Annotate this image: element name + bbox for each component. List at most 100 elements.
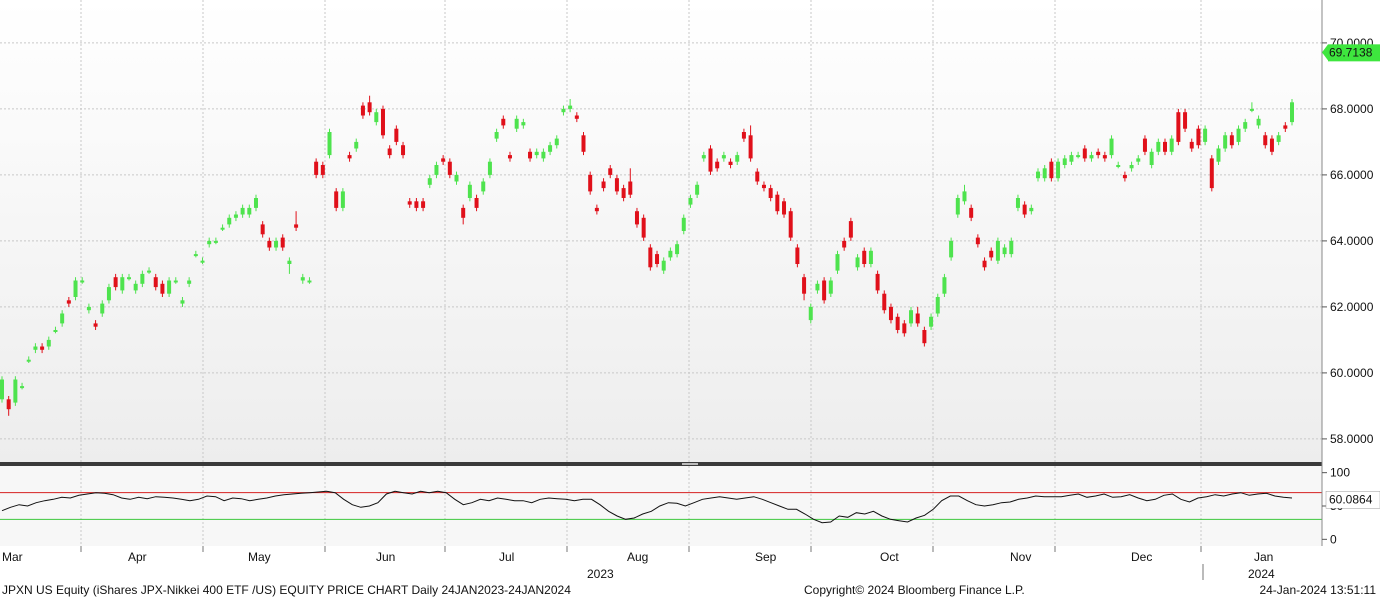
candle-body <box>314 161 319 175</box>
candle-body <box>935 297 940 314</box>
x-axis-month-label: Dec <box>1131 550 1152 564</box>
candle-body <box>815 283 820 291</box>
candle-body <box>0 379 4 400</box>
candle-body <box>875 273 880 291</box>
candle-body <box>300 277 305 281</box>
candle-body <box>427 178 432 185</box>
candle-body <box>594 207 599 212</box>
candle-body <box>140 273 145 284</box>
candle-body <box>340 191 345 208</box>
candle-body <box>1116 165 1121 167</box>
rsi-tick-label: 100 <box>1330 466 1350 480</box>
candle-body <box>915 313 920 324</box>
x-axis-month-label: Oct <box>880 550 899 564</box>
candle-body <box>467 184 472 198</box>
candle-body <box>521 122 526 126</box>
candle-body <box>380 108 385 136</box>
candle-body <box>561 108 566 113</box>
candle-body <box>1109 138 1114 156</box>
rsi-line <box>1 490 1293 524</box>
candle-body <box>1183 112 1188 129</box>
candle-body <box>447 161 452 175</box>
x-axis-month-label: Mar <box>2 550 23 564</box>
x-axis-month-label: Sep <box>755 550 777 564</box>
candle-body <box>1002 247 1007 255</box>
panel-separator[interactable] <box>0 462 1322 466</box>
candle-body <box>548 145 553 152</box>
candle-body <box>922 330 927 344</box>
candle-body <box>761 184 766 189</box>
candle-body <box>474 198 479 208</box>
candle-body <box>1209 158 1214 189</box>
price-tick-label: 68.0000 <box>1330 102 1374 116</box>
candle-body <box>514 118 519 129</box>
candle-body <box>1269 138 1274 152</box>
candle-body <box>207 240 212 245</box>
candle-body <box>1029 207 1034 212</box>
candle-body <box>481 181 486 192</box>
candle-body <box>227 217 232 225</box>
candle-body <box>40 346 45 350</box>
candle-body <box>695 184 700 195</box>
candle-body <box>868 250 873 264</box>
candle-body <box>782 201 787 215</box>
candle-body <box>53 330 58 332</box>
candle-body <box>387 148 392 156</box>
candle-body <box>1243 122 1248 129</box>
candle-body <box>962 191 967 202</box>
candle-body <box>955 198 960 215</box>
panel-separator-handle[interactable] <box>682 463 698 465</box>
candle-body <box>80 280 85 283</box>
candle-body <box>1256 118 1261 126</box>
x-axis-year-label: 2024 <box>1248 567 1275 580</box>
candle-body <box>73 280 78 297</box>
candle-body <box>755 171 760 182</box>
candle-body <box>153 277 158 288</box>
candle-body <box>775 194 780 212</box>
candle-body <box>461 207 466 218</box>
candle-body <box>929 316 934 327</box>
candle-body <box>327 132 332 156</box>
candles <box>0 95 1294 416</box>
candle-body <box>1096 151 1101 156</box>
candle-body <box>1036 171 1041 179</box>
candle-body <box>1069 155 1074 162</box>
axes: 58.0000 60.0000 62.0000 64.0000 66.0000 68.00… <box>2 36 1374 580</box>
candle-body <box>975 237 980 245</box>
footer-copyright: Copyright© 2024 Bloomberg Finance L.P. <box>804 583 1025 597</box>
candle-body <box>253 198 258 208</box>
candle-body <box>1283 125 1288 129</box>
candle-body <box>6 399 11 410</box>
candle-body <box>86 306 91 311</box>
footer-security-description: JPXN US Equity (iShares JPX-Nikkei 400 E… <box>2 583 571 597</box>
price-tick-label: 62.0000 <box>1330 300 1374 314</box>
candle-body <box>655 254 660 264</box>
candle-body <box>280 237 285 248</box>
candle-body <box>808 306 813 321</box>
x-axis-month-label: May <box>248 550 271 564</box>
last-rsi-box <box>1325 491 1380 509</box>
candle-body <box>414 201 419 208</box>
candle-body <box>66 300 71 304</box>
candle-body <box>541 151 546 159</box>
candle-body <box>1163 141 1168 152</box>
candle-body <box>1223 135 1228 149</box>
candle-body <box>334 191 339 208</box>
candle-body <box>267 240 272 248</box>
candle-body <box>982 260 987 268</box>
candle-body <box>60 313 65 324</box>
candle-body <box>120 277 125 291</box>
candle-body <box>1149 151 1154 165</box>
candle-body <box>200 260 205 263</box>
candle-body <box>902 323 907 334</box>
candle-body <box>574 115 579 119</box>
candle-body <box>969 207 974 218</box>
candle-body <box>1082 148 1087 159</box>
candle-body <box>601 181 606 189</box>
candle-body <box>13 379 18 403</box>
candle-body <box>347 155 352 159</box>
candle-body <box>1196 128 1201 146</box>
candle-body <box>20 386 25 389</box>
last-price-arrow <box>1322 44 1328 61</box>
candle-body <box>581 135 586 152</box>
